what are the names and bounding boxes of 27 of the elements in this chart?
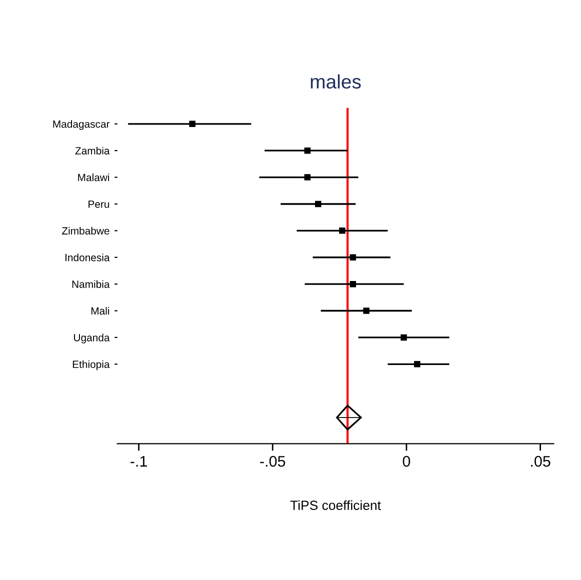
point: [315, 200, 322, 208]
x-tick-label: .05: [531, 456, 550, 467]
y-tick-label: Zimbabwe: [62, 226, 110, 235]
y-tick-label: Mali: [91, 306, 110, 315]
y-tick-label: Ethiopia: [72, 360, 110, 370]
point: [304, 147, 311, 154]
x-tick-label: -.1: [130, 456, 147, 467]
point: [336, 404, 362, 430]
point: [414, 361, 420, 368]
point: [350, 280, 356, 288]
x-tick-label: -.05: [260, 456, 286, 467]
x-tick-label: 0: [402, 456, 410, 467]
y-tick-label: Madagascar: [53, 120, 110, 130]
point: [350, 254, 356, 260]
y-tick-label: Uganda: [74, 334, 110, 344]
y-tick-label: Peru: [88, 200, 110, 208]
chart-title: males: [310, 74, 361, 89]
point: [400, 334, 407, 341]
y-tick-label: Malawi: [78, 174, 110, 182]
y-tick-label: Indonesia: [66, 254, 110, 262]
y-tick-label: Zambia: [75, 146, 110, 154]
point: [363, 308, 370, 314]
x-axis-title: TiPS coefficient: [290, 500, 381, 510]
point: [189, 120, 196, 128]
point: [339, 228, 346, 234]
point: [304, 174, 311, 180]
y-tick-label: Namibia: [72, 280, 110, 288]
